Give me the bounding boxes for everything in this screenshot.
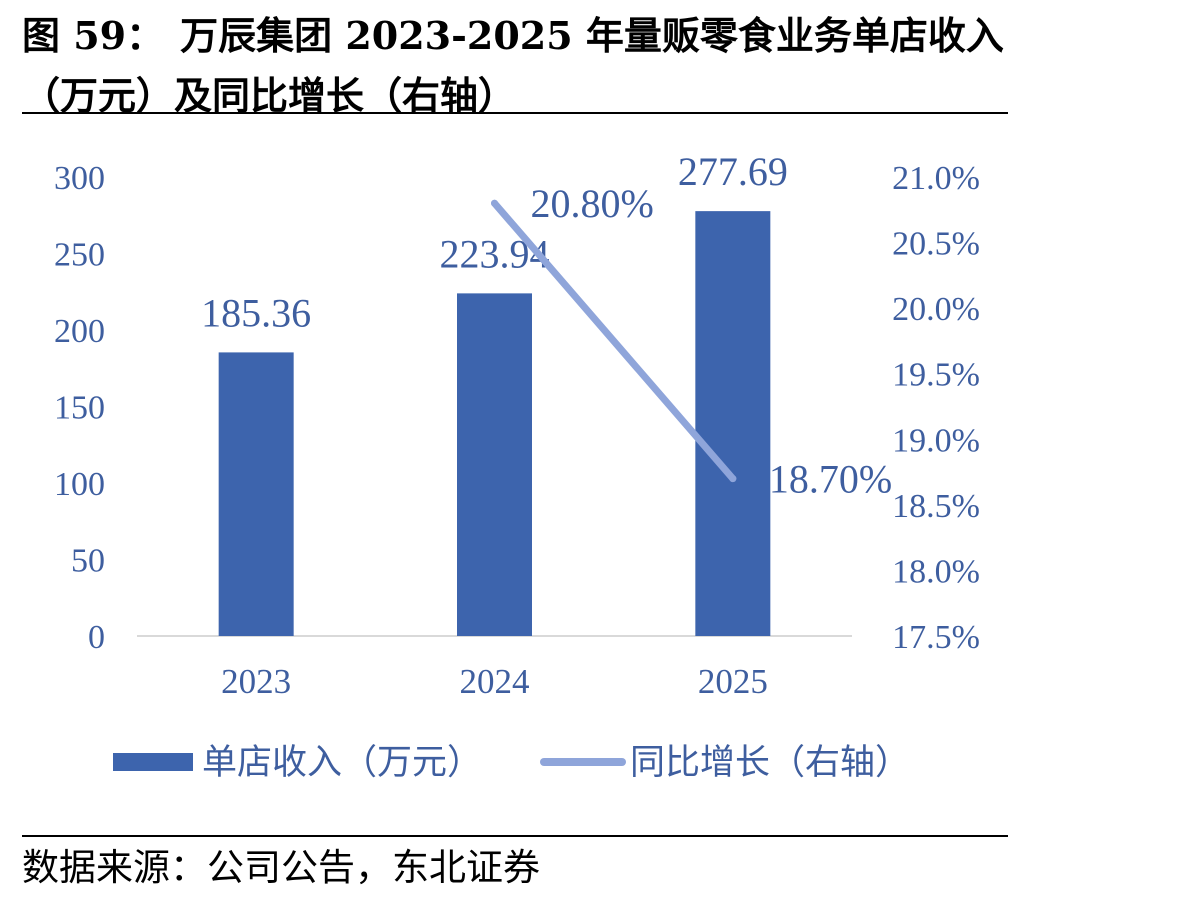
growth-value-label: 18.70% xyxy=(769,457,892,502)
left-tick-label: 0 xyxy=(88,619,105,656)
left-tick-label: 50 xyxy=(71,543,105,580)
title-text: 万辰集团 2023-2025 年量贩零食业务单店收入（万元）及同比增长（右轴） xyxy=(22,13,1004,118)
bottom-rule xyxy=(22,835,1008,837)
left-tick-label: 100 xyxy=(54,466,105,503)
bar xyxy=(218,352,294,636)
legend-line-label: 同比增长（右轴） xyxy=(630,743,910,783)
legend-bar-swatch xyxy=(113,753,193,771)
growth-value-label: 20.80% xyxy=(531,181,654,226)
bar-value-label: 277.69 xyxy=(678,149,788,194)
legend: 单店收入（万元） 同比增长（右轴） xyxy=(113,743,910,783)
left-tick-label: 150 xyxy=(54,390,105,427)
right-tick-label: 20.5% xyxy=(892,226,980,263)
bar xyxy=(695,211,771,636)
left-tick-label: 250 xyxy=(54,237,105,274)
x-axis: 2023 2024 2025 xyxy=(221,662,768,701)
top-rule xyxy=(22,112,1008,114)
left-tick-label: 300 xyxy=(54,160,105,197)
left-tick-label: 200 xyxy=(54,313,105,350)
right-tick-label: 18.5% xyxy=(892,488,980,525)
x-tick-label: 2024 xyxy=(460,662,530,701)
right-tick-label: 21.0% xyxy=(892,160,980,197)
source-note: 数据来源：公司公告，东北证券 xyxy=(22,846,540,889)
growth-point xyxy=(491,199,498,207)
bars: 185.36 223.94 277.69 xyxy=(201,149,788,636)
bar-value-label: 223.94 xyxy=(440,231,550,276)
x-tick-label: 2025 xyxy=(698,662,768,701)
right-axis: 17.5% 18.0% 18.5% 19.0% 19.5% 20.0% 20.5% 21.0% xyxy=(892,160,980,656)
growth-line: 20.80% 18.70% xyxy=(491,181,892,502)
bar xyxy=(457,293,532,636)
left-axis: 0 50 100 150 200 250 300 xyxy=(54,160,105,656)
bar-value-label: 185.36 xyxy=(201,290,311,335)
chart-title: 图 59： 万辰集团 2023-2025 年量贩零食业务单店收入（万元）及同比增长… xyxy=(22,6,1012,126)
right-tick-label: 18.0% xyxy=(892,553,980,590)
right-tick-label: 20.0% xyxy=(892,291,980,328)
right-tick-label: 17.5% xyxy=(892,619,980,656)
x-tick-label: 2023 xyxy=(221,662,291,701)
growth-line-path xyxy=(491,199,737,483)
right-tick-label: 19.5% xyxy=(892,357,980,394)
legend-bar-label: 单店收入（万元） xyxy=(202,743,482,783)
right-tick-label: 19.0% xyxy=(892,422,980,459)
growth-point xyxy=(729,475,737,483)
figure-number: 图 59： xyxy=(22,13,165,58)
